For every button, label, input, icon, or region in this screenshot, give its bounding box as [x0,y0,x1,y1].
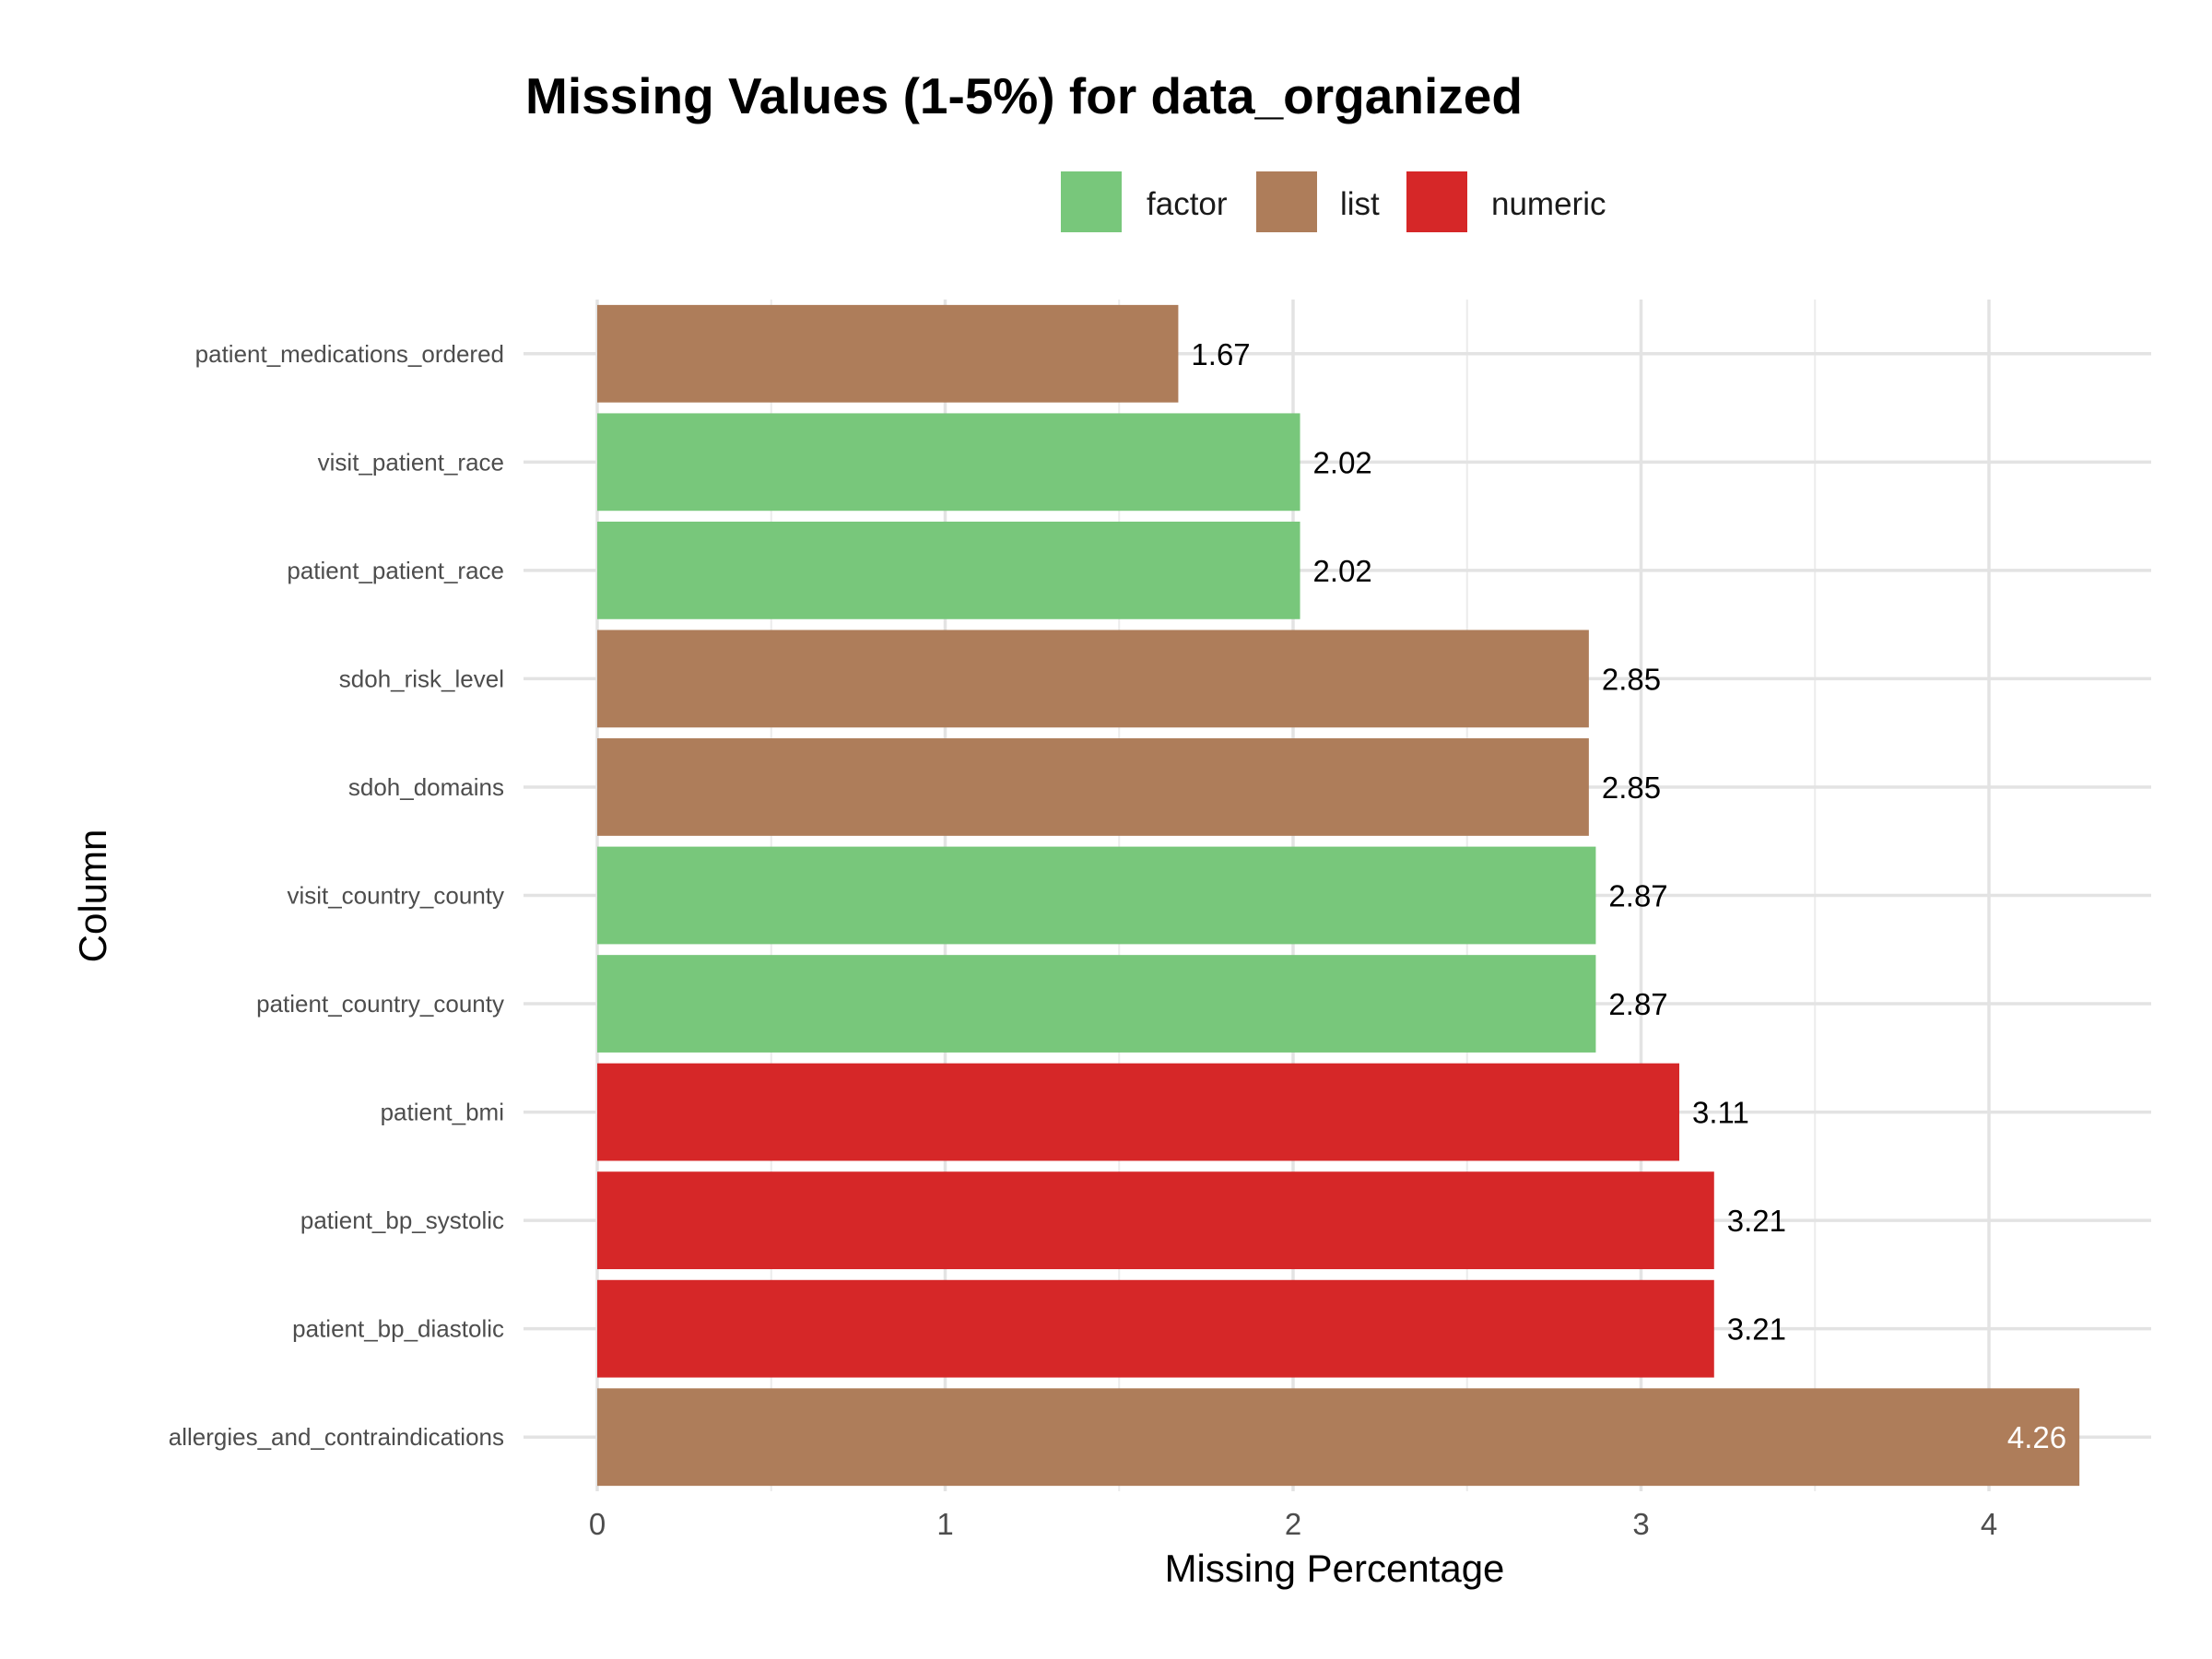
category-label-patient_patient_race: patient_patient_race [287,557,504,584]
legend: factor list numeric [1061,171,1606,232]
value-label-patient_country_county: 2.87 [1608,987,1667,1021]
legend-label-list: list [1340,186,1380,222]
y-axis-title: Column [71,830,114,963]
category-label-sdoh_domains: sdoh_domains [348,773,504,801]
chart-title: Missing Values (1-5%) for data_organized [525,67,1523,124]
value-label-visit_country_county: 2.87 [1608,879,1667,913]
bar-allergies_and_contraindications [597,1388,2080,1487]
category-label-patient_bp_systolic: patient_bp_systolic [300,1206,504,1234]
value-label-visit_patient_race: 2.02 [1313,445,1372,479]
value-label-patient_medications_ordered: 1.67 [1191,337,1250,371]
category-label-patient_country_county: patient_country_county [256,990,504,1018]
category-label-patient_bp_diastolic: patient_bp_diastolic [292,1315,504,1343]
legend-swatch-factor [1061,171,1122,232]
value-label-patient_bp_systolic: 3.21 [1727,1204,1786,1238]
category-label-patient_medications_ordered: patient_medications_ordered [195,340,504,368]
value-label-allergies_and_contraindications: 4.26 [2007,1420,2066,1454]
x-tick-label-0: 0 [589,1507,606,1541]
bar-patient_bmi [597,1063,1680,1161]
category-labels: patient_medications_ordered visit_patient… [169,340,504,1451]
bar-patient_patient_race [597,521,1300,619]
x-tick-labels: 0 1 2 3 4 [589,1507,1997,1541]
bar-patient_medications_ordered [597,304,1179,403]
legend-label-factor: factor [1147,186,1228,222]
value-label-patient_patient_race: 2.02 [1313,554,1372,588]
category-label-visit_patient_race: visit_patient_race [318,448,504,476]
bar-patient_bp_systolic [597,1171,1714,1270]
value-labels: 1.67 2.02 2.02 2.85 2.85 2.87 2.87 3.11 3.21 3.21… [1191,337,2066,1454]
x-tick-label-2: 2 [1285,1507,1301,1541]
category-label-patient_bmi: patient_bmi [381,1099,504,1126]
legend-swatch-numeric [1406,171,1467,232]
value-label-patient_bp_diastolic: 3.21 [1727,1312,1786,1347]
bar-sdoh_domains [597,738,1589,836]
bar-visit_country_county [597,846,1596,945]
value-label-patient_bmi: 3.11 [1692,1096,1749,1130]
x-tick-label-1: 1 [936,1507,953,1541]
legend-label-numeric: numeric [1491,186,1606,222]
bars [597,304,2080,1487]
value-label-sdoh_risk_level: 2.85 [1602,662,1661,696]
category-label-allergies_and_contraindications: allergies_and_contraindications [169,1423,504,1451]
legend-swatch-list [1256,171,1317,232]
x-tick-label-4: 4 [1981,1507,1997,1541]
bar-visit_patient_race [597,413,1300,512]
bar-patient_bp_diastolic [597,1279,1714,1378]
x-tick-label-3: 3 [1632,1507,1649,1541]
x-axis-title: Missing Percentage [1165,1547,1505,1590]
value-label-sdoh_domains: 2.85 [1602,771,1661,805]
category-label-visit_country_county: visit_country_county [287,882,504,910]
bar-sdoh_risk_level [597,629,1589,728]
category-label-sdoh_risk_level: sdoh_risk_level [339,665,504,692]
bar-patient_country_county [597,955,1596,1053]
